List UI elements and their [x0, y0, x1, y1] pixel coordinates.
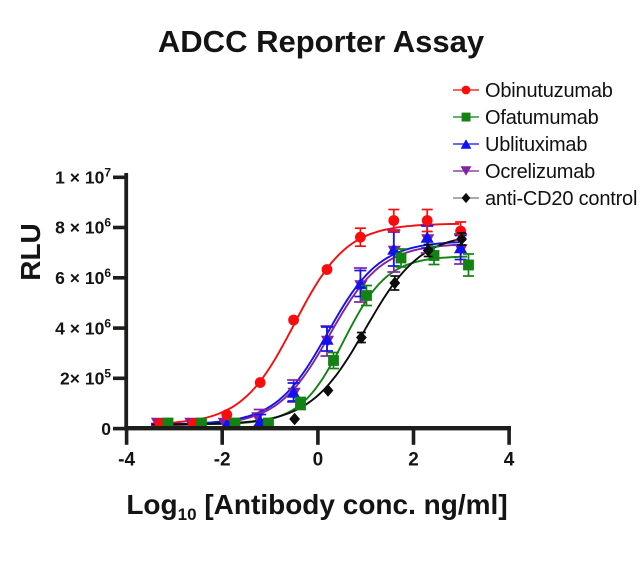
svg-text:Ofatumumab: Ofatumumab	[485, 107, 599, 129]
svg-text:ADCC Reporter Assay: ADCC Reporter Assay	[158, 24, 485, 59]
svg-text:2: 2	[408, 450, 419, 471]
svg-text:4: 4	[504, 450, 515, 471]
svg-text:RLU: RLU	[15, 223, 46, 281]
svg-text:-2: -2	[214, 450, 231, 471]
svg-text:-4: -4	[118, 450, 135, 471]
svg-text:Ocrelizumab: Ocrelizumab	[485, 161, 595, 183]
svg-text:Obinutuzumab: Obinutuzumab	[485, 80, 613, 102]
svg-text:1 × 107: 1 × 107	[55, 166, 111, 188]
svg-text:4 × 106: 4 × 106	[55, 316, 111, 338]
svg-text:Log10 [Antibody conc. ng/ml]: Log10 [Antibody conc. ng/ml]	[126, 489, 507, 524]
svg-text:8 × 106: 8 × 106	[55, 216, 111, 238]
svg-text:0: 0	[101, 419, 111, 439]
svg-text:6 × 106: 6 × 106	[55, 266, 111, 288]
svg-text:0: 0	[313, 450, 324, 471]
svg-text:2× 105: 2× 105	[60, 367, 111, 389]
svg-text:Ublituximab: Ublituximab	[485, 134, 587, 156]
svg-text:anti-CD20 control: anti-CD20 control	[485, 188, 637, 210]
